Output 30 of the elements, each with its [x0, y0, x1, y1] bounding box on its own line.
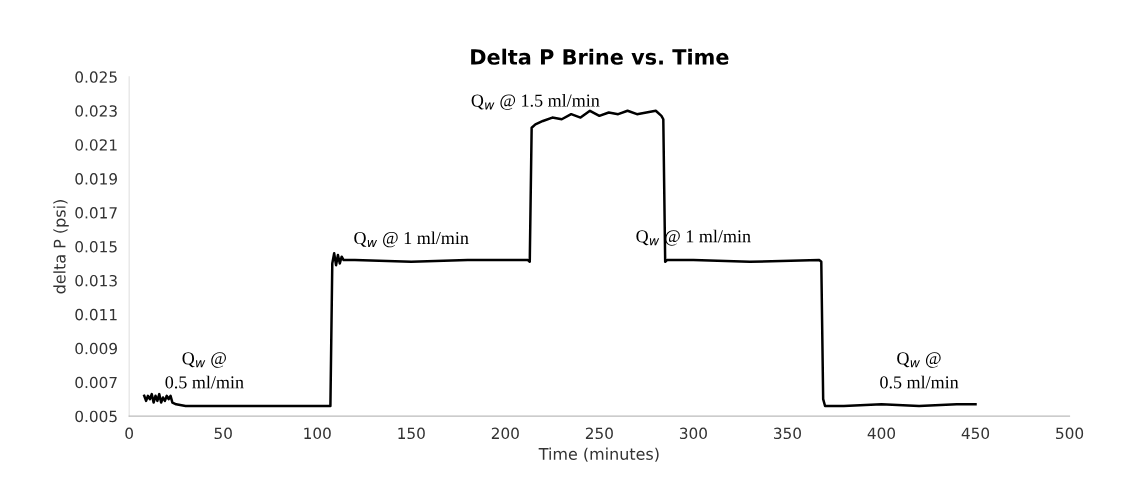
y-axis-title: delta P (psi) — [53, 200, 69, 294]
y-tick-label: 0.009 — [75, 342, 117, 355]
y-tick-label: 0.025 — [75, 71, 117, 83]
line-series — [142, 109, 977, 408]
x-tick-label: 100 — [304, 427, 331, 440]
x-tick-label: 0 — [125, 427, 134, 440]
y-tick-label: 0.019 — [75, 173, 117, 185]
y-tick-label: 0.007 — [75, 376, 117, 389]
annotation: Q$_{w}$ @ 0.5 ml/min — [880, 352, 959, 389]
x-tick-label: 400 — [867, 427, 896, 440]
x-tick-label: 50 — [214, 427, 232, 440]
x-tick-label: 150 — [398, 427, 425, 440]
x-axis-title: Time (minutes) — [538, 447, 659, 462]
x-tick-label: 300 — [679, 427, 707, 440]
y-tick-label: 0.017 — [75, 207, 117, 219]
y-tick-label: 0.005 — [75, 410, 117, 423]
x-tick-label: 250 — [585, 427, 613, 440]
y-tick-label: 0.021 — [75, 139, 117, 151]
y-tick-label: 0.015 — [75, 240, 117, 253]
x-tick-label: 350 — [774, 427, 801, 440]
chart-title: Delta P Brine vs. Time — [471, 48, 729, 65]
annotation: Q$_{w}$ @ 1 ml/min — [354, 231, 469, 248]
annotation: Q$_{w}$ @ 1.5 ml/min — [471, 93, 600, 110]
y-tick-label: 0.013 — [75, 274, 117, 287]
x-tick-label: 450 — [961, 427, 990, 440]
x-tick-label: 500 — [1056, 427, 1084, 440]
annotation: Q$_{w}$ @ 0.5 ml/min — [165, 352, 244, 389]
x-tick-label: 200 — [491, 427, 519, 440]
y-tick-label: 0.011 — [75, 308, 117, 321]
y-tick-label: 0.023 — [75, 105, 117, 117]
